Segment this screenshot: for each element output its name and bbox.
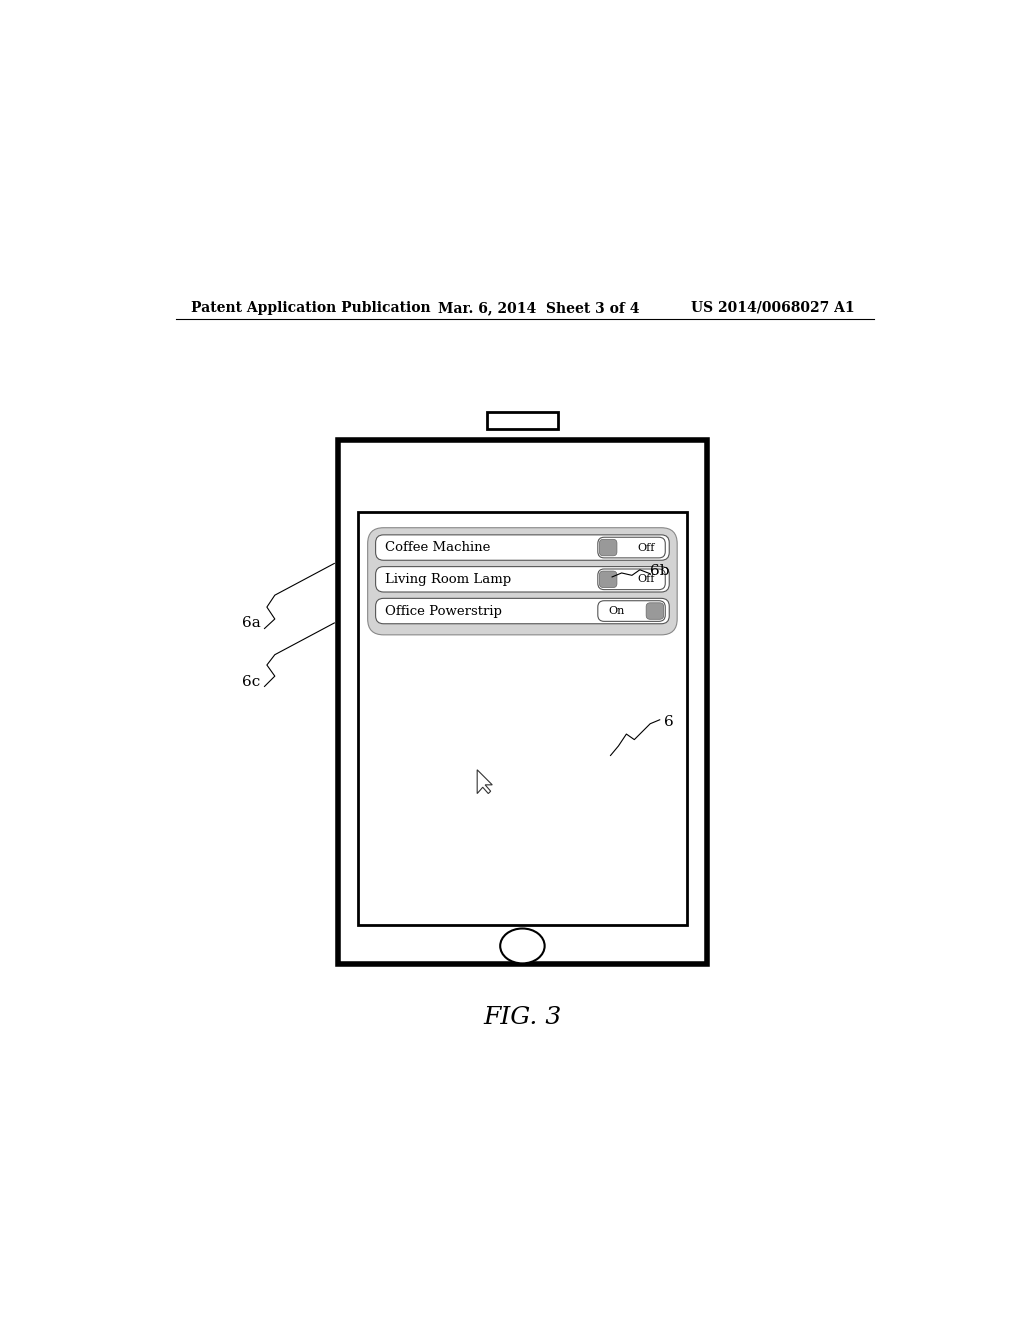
Ellipse shape <box>500 928 545 964</box>
FancyBboxPatch shape <box>376 566 670 591</box>
Text: Coffee Machine: Coffee Machine <box>385 541 490 554</box>
FancyBboxPatch shape <box>368 528 677 635</box>
FancyBboxPatch shape <box>598 569 666 590</box>
FancyBboxPatch shape <box>376 598 670 624</box>
FancyBboxPatch shape <box>376 535 670 560</box>
Text: 6c: 6c <box>242 676 260 689</box>
Text: FIG. 3: FIG. 3 <box>483 1006 561 1028</box>
Text: Patent Application Publication: Patent Application Publication <box>191 301 431 315</box>
Text: Living Room Lamp: Living Room Lamp <box>385 573 511 586</box>
FancyBboxPatch shape <box>598 601 666 622</box>
FancyBboxPatch shape <box>598 537 666 558</box>
FancyBboxPatch shape <box>599 540 616 556</box>
Bar <box>358 512 687 924</box>
Text: Office Powerstrip: Office Powerstrip <box>385 605 502 618</box>
Bar <box>486 412 558 429</box>
Text: On: On <box>608 606 625 616</box>
Text: Mar. 6, 2014  Sheet 3 of 4: Mar. 6, 2014 Sheet 3 of 4 <box>437 301 639 315</box>
Polygon shape <box>477 770 493 793</box>
Text: 6a: 6a <box>242 616 260 630</box>
Text: 6: 6 <box>665 715 674 729</box>
Text: Off: Off <box>638 543 655 553</box>
Bar <box>338 441 708 964</box>
Text: US 2014/0068027 A1: US 2014/0068027 A1 <box>691 301 855 315</box>
FancyBboxPatch shape <box>646 603 664 619</box>
Text: 6b: 6b <box>650 565 670 578</box>
Text: Off: Off <box>638 574 655 585</box>
FancyBboxPatch shape <box>599 572 616 587</box>
